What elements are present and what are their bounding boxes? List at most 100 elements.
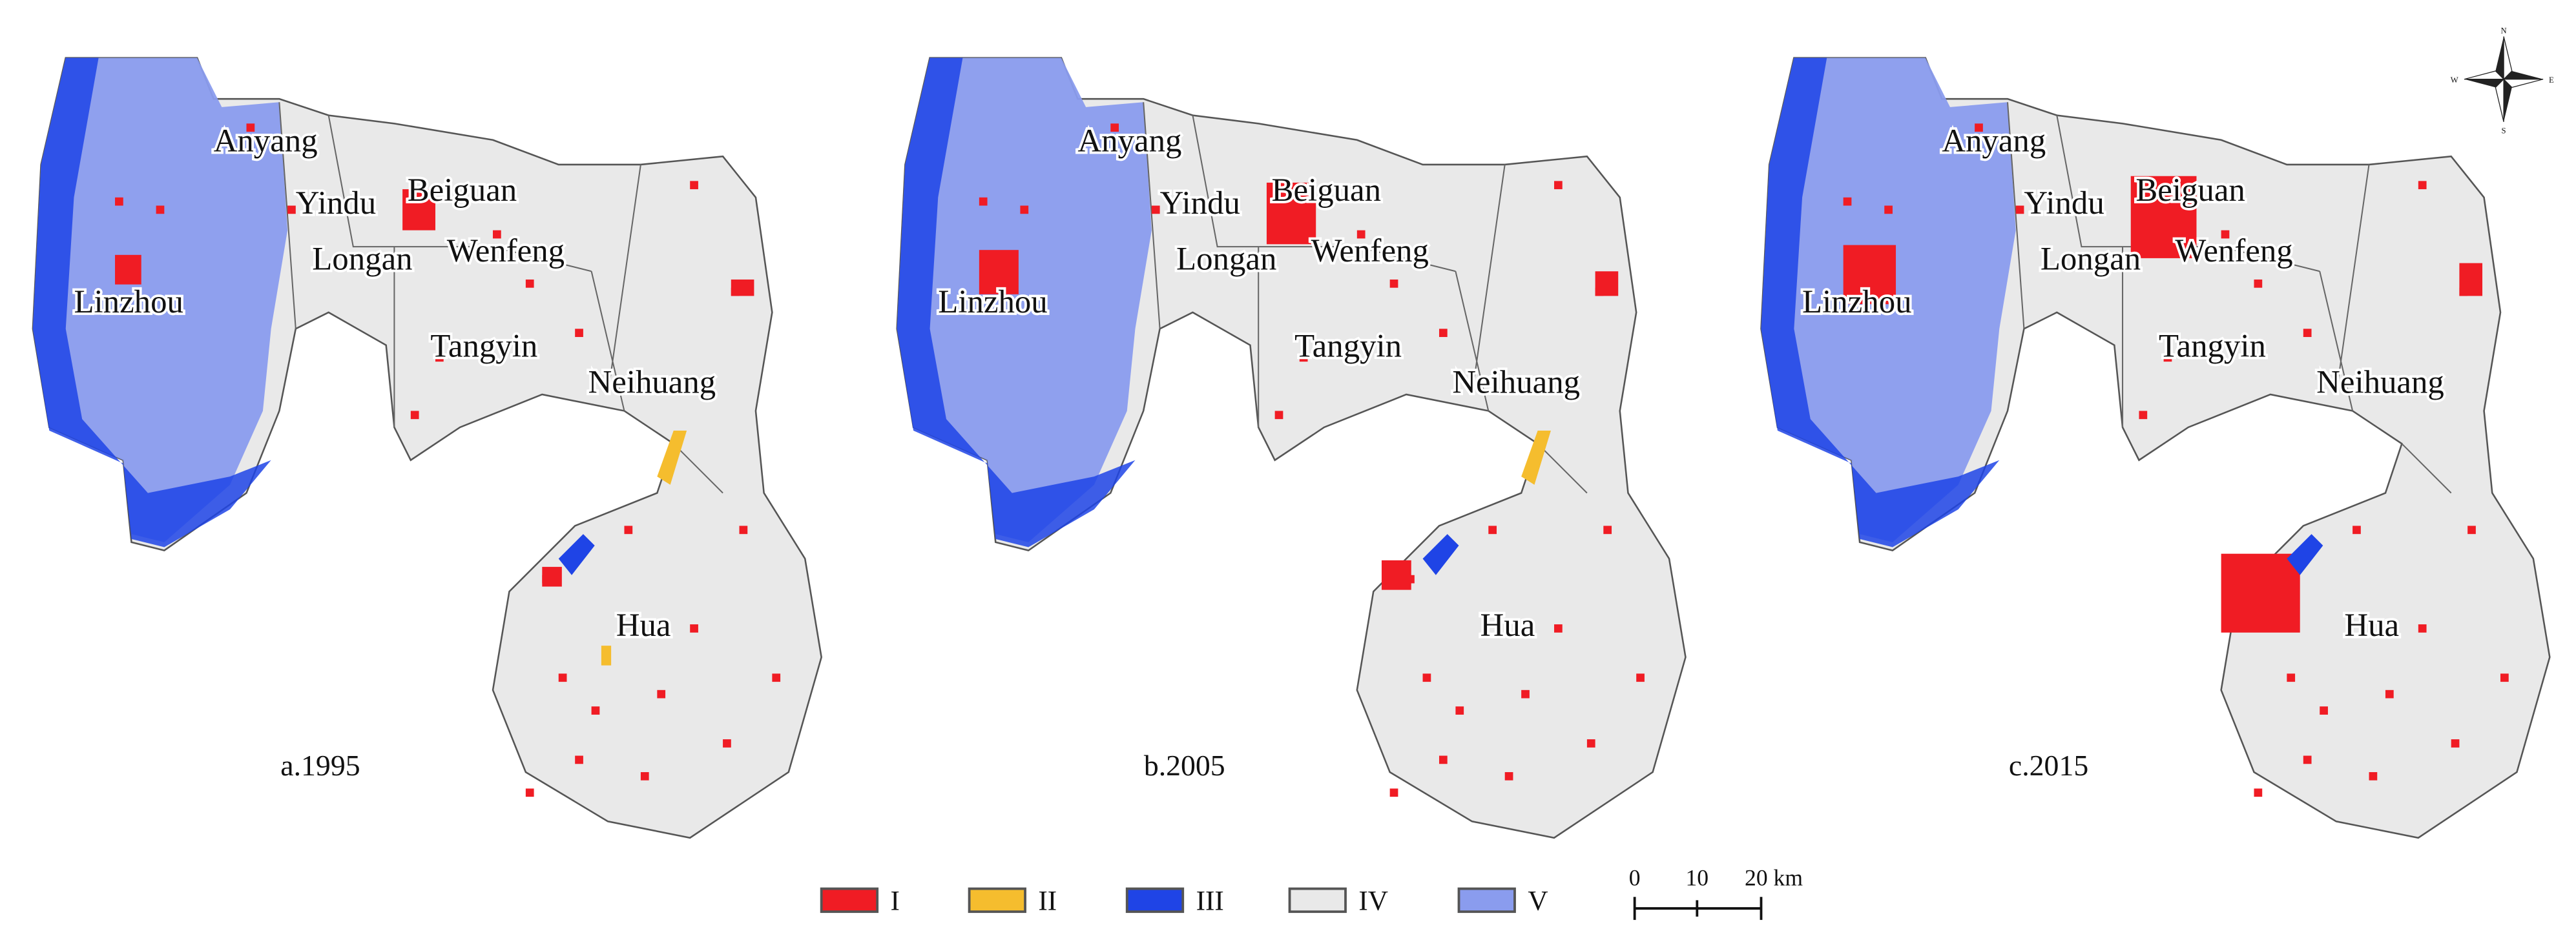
class-i-cell — [575, 329, 583, 337]
region-label: Anyang — [1942, 123, 2046, 159]
class-i-cell — [246, 123, 255, 132]
scale-label: 10 — [1686, 864, 1709, 890]
panel-caption: c.2015 — [2009, 749, 2088, 782]
class-i-cell — [1020, 205, 1029, 214]
compass-star-light — [2464, 36, 2544, 122]
class-iii-area — [897, 57, 1136, 547]
map-panel: Anyang Yindu Beiguan Longan Wenfeng Linzhou Ta… — [896, 57, 1687, 839]
panel-caption: a.1995 — [280, 749, 360, 782]
class-i-cell — [156, 205, 165, 214]
class-i-patch — [1381, 560, 1411, 590]
class-i-cell — [2418, 181, 2427, 190]
class-i-cell — [591, 706, 600, 715]
class-v-area — [32, 57, 288, 542]
panel-caption: b.2005 — [1144, 749, 1225, 782]
class-i-cell — [1274, 411, 1283, 420]
region-label: Tangyin — [1294, 329, 1402, 365]
class-i-cell — [542, 575, 551, 584]
class-i-cell — [2287, 673, 2296, 682]
region-label: Yindu — [1160, 185, 1240, 221]
region-label: Tangyin — [430, 329, 537, 365]
compass-label: N — [2500, 26, 2506, 35]
class-i-cell — [2500, 673, 2509, 682]
class-i-cell — [435, 353, 444, 362]
class-i-patch — [1266, 182, 1316, 245]
class-i-cell — [287, 205, 296, 214]
legend-swatch — [1288, 887, 1347, 914]
region-label: Beiguan — [1272, 172, 1382, 209]
class-i-cell — [1521, 690, 1530, 699]
class-i-cell — [1554, 624, 1563, 633]
region-label: Wenfeng — [2175, 233, 2292, 269]
class-i-cell — [624, 526, 633, 535]
class-i-cell — [2015, 205, 2024, 214]
class-i-cell — [1595, 287, 1604, 296]
class-i-cell — [1586, 739, 1595, 748]
class-i-cell — [2353, 526, 2361, 535]
class-i-cell — [1554, 181, 1563, 190]
legend-label: V — [1528, 886, 1548, 917]
legend-swatch — [968, 887, 1026, 914]
class-i-cell — [1299, 353, 1308, 362]
class-i-cell — [1389, 279, 1398, 288]
district-boundary — [278, 102, 723, 494]
class-i-cell — [1504, 771, 1513, 781]
compass-label: S — [2502, 127, 2506, 136]
map-panel: Anyang Yindu Beiguan Longan Wenfeng Linzhou Ta… — [32, 57, 822, 839]
class-i-cell — [1884, 205, 1893, 214]
class-i-cell — [2221, 230, 2230, 239]
class-iii-patch — [2287, 534, 2323, 575]
class-i-cell — [575, 755, 583, 764]
legend-swatch — [820, 887, 879, 914]
legend-swatch — [1125, 887, 1185, 914]
class-iii-area — [32, 57, 271, 547]
class-iii-area — [1761, 57, 2000, 547]
compass-label: E — [2549, 76, 2554, 85]
class-v-area — [897, 57, 1152, 542]
class-ii-patch — [601, 646, 612, 666]
class-i-cell — [657, 690, 666, 699]
class-i-cell — [2270, 575, 2279, 584]
region-label: Neihuang — [588, 364, 716, 400]
class-i-cell — [2451, 739, 2460, 748]
region-label: Tangyin — [2159, 329, 2266, 365]
region-label: Linzhou — [1802, 284, 1912, 320]
compass-label: W — [2451, 76, 2458, 85]
class-i-cell — [2303, 755, 2312, 764]
class-i-cell — [723, 739, 731, 748]
class-i-cell — [772, 673, 781, 682]
class-i-patch — [1843, 245, 1896, 305]
class-iii-patch — [1422, 534, 1459, 575]
class-i-cell — [2163, 353, 2172, 362]
class-i-cell — [2467, 526, 2476, 535]
class-i-cell — [1151, 205, 1160, 214]
class-i-cell — [2369, 771, 2378, 781]
legend-label: III — [1196, 886, 1224, 917]
class-i-cell — [1636, 673, 1645, 682]
region-label: Longan — [2041, 241, 2141, 278]
region-label: Beiguan — [408, 172, 517, 209]
region-label: Linzhou — [74, 284, 183, 320]
class-i-cell — [2254, 788, 2263, 797]
region-label: Neihuang — [2316, 364, 2444, 400]
class-i-patch — [402, 189, 435, 230]
class-i-cell — [690, 624, 698, 633]
class-i-cell — [115, 197, 123, 206]
class-i-cell — [410, 411, 419, 420]
class-i-cell — [2254, 279, 2263, 288]
class-i-patch — [115, 254, 141, 285]
class-i-patch — [979, 250, 1019, 294]
class-i-patch — [2130, 176, 2197, 258]
class-i-cell — [1455, 706, 1464, 715]
class-i-cell — [731, 287, 740, 296]
class-i-cell — [1406, 575, 1415, 584]
class-i-cell — [525, 279, 534, 288]
region-label: Hua — [2344, 608, 2399, 644]
legend-swatch — [1457, 887, 1516, 914]
class-i-cell — [2303, 329, 2312, 337]
class-iii-patch — [558, 534, 595, 575]
class-i-cell — [1843, 197, 1852, 206]
legend-label: II — [1038, 886, 1057, 917]
class-i-cell — [1439, 755, 1448, 764]
